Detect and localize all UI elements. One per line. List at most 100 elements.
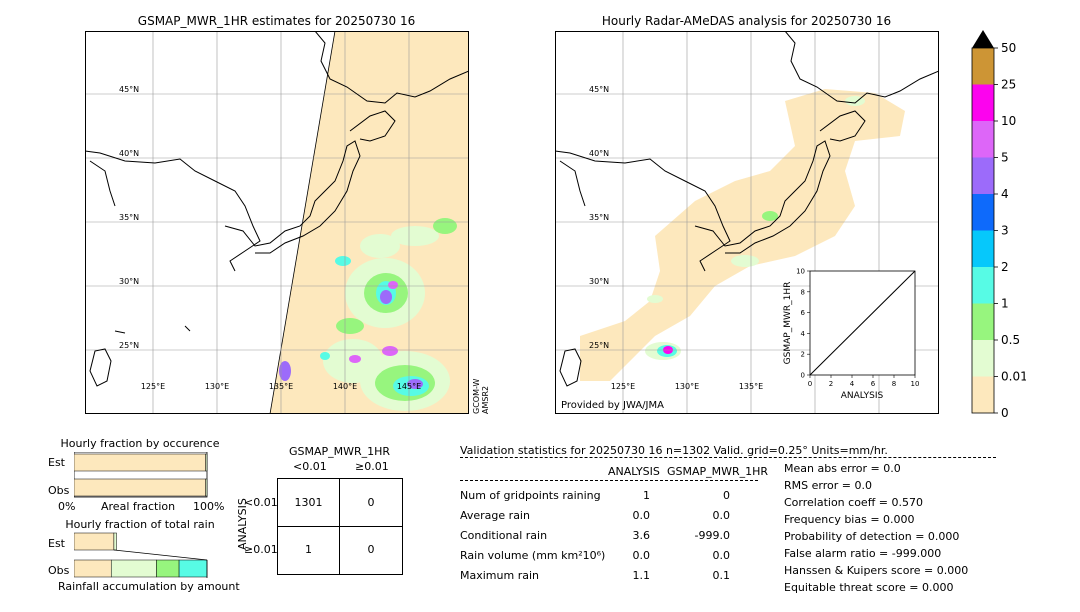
svg-text:GCOM-W: GCOM-W xyxy=(472,378,481,414)
x-tick-label: 8 xyxy=(892,380,896,388)
colorbar-cell xyxy=(972,303,994,340)
stat-analysis: 0.0 xyxy=(632,549,651,562)
inset-xlabel: ANALYSIS xyxy=(841,391,884,401)
map-frame xyxy=(85,31,469,414)
lat-labels: 45°N 40°N 35°N 30°N 25°N xyxy=(119,85,139,350)
lon-label: 125°E xyxy=(141,382,165,391)
colorbar-label: 0.5 xyxy=(1001,333,1020,347)
inset-scatter: 0 2 4 6 8 10 0 2 4 6 8 10 ANALYSIS GSMAP_MWR_1HR xyxy=(783,268,920,402)
lat-label: 40°N xyxy=(119,149,139,158)
total-rain-bar xyxy=(110,559,157,578)
x-tick-label: 0 xyxy=(808,380,812,388)
coastlines xyxy=(555,31,939,387)
lon-label: 130°E xyxy=(675,382,699,391)
occurrence-bar xyxy=(74,453,206,472)
stat-gsmap: 0.0 xyxy=(712,509,731,522)
total-rain-bar xyxy=(74,532,115,551)
cell: 1 xyxy=(305,543,312,556)
stat-gsmap: 0.1 xyxy=(712,569,731,582)
lat-label: 45°N xyxy=(119,85,139,94)
y-tick-label: 2 xyxy=(801,351,805,359)
stat-gsmap: 0.0 xyxy=(712,549,731,562)
credit-text: Provided by JWA/JMA xyxy=(561,400,664,411)
lat-label: 45°N xyxy=(589,85,609,94)
lon-label: 135°E xyxy=(739,382,763,391)
lon-label: 140°E xyxy=(333,382,357,391)
colorbar-label: 0.01 xyxy=(1001,370,1026,384)
lat-label: 25°N xyxy=(589,341,609,350)
stat-analysis: 1.1 xyxy=(632,569,651,582)
one-to-one-line xyxy=(809,270,916,376)
lon-labels: 125°E 130°E 135°E xyxy=(611,382,763,391)
stat-label: Maximum rain xyxy=(460,569,539,582)
row-label-obs: Obs xyxy=(48,564,70,577)
colorbar-cell xyxy=(972,267,994,304)
x-tick-label: 10 xyxy=(911,380,920,388)
y-tick-label: 10 xyxy=(796,268,805,276)
score-item: False alarm ratio = -999.000 xyxy=(784,547,942,560)
validation-divider xyxy=(460,457,996,458)
colorbar-label: 3 xyxy=(1001,224,1009,238)
stat-analysis: 1 xyxy=(643,489,650,502)
score-item: Mean abs error = 0.0 xyxy=(784,462,901,475)
x-tick-label: 6 xyxy=(871,380,876,388)
right-map-title: Hourly Radar-AMeDAS analysis for 2025073… xyxy=(601,14,892,28)
total-rain-axis-title: Rainfall accumulation by amount xyxy=(58,580,240,593)
colorbar-label: 5 xyxy=(1001,151,1009,165)
coastlines xyxy=(85,31,469,387)
left-map: 45°N 40°N 35°N 30°N 25°N 125°E 130°E 135… xyxy=(85,31,469,414)
y-tick-label: 6 xyxy=(801,309,806,317)
cell: 0 xyxy=(367,543,375,556)
right-map: 45°N 40°N 35°N 30°N 25°N 125°E 130°E 135… xyxy=(555,31,939,414)
score-item: Correlation coeff = 0.570 xyxy=(784,496,923,509)
colorbar-label: 2 xyxy=(1001,260,1009,274)
stat-analysis: 0.0 xyxy=(632,509,651,522)
lon-labels: 125°E 130°E 135°E 140°E 145°E xyxy=(141,382,421,391)
lat-label: 30°N xyxy=(589,277,609,286)
colorbar-label: 1 xyxy=(1001,297,1009,311)
axis-areal: Areal fraction xyxy=(101,500,176,513)
colorbar-cell xyxy=(972,84,994,121)
left-map-title: GSMAP_MWR_1HR estimates for 20250730 16 xyxy=(137,14,416,28)
colorbar-extend-arrow xyxy=(972,30,994,48)
colorbar-cell xyxy=(972,340,994,377)
svg-text:AMSR2: AMSR2 xyxy=(481,386,490,414)
table-divider xyxy=(460,480,758,481)
score-item: Frequency bias = 0.000 xyxy=(784,513,915,526)
lat-label: 40°N xyxy=(589,149,609,158)
lat-label: 25°N xyxy=(119,341,139,350)
stat-gsmap: 0 xyxy=(723,489,730,502)
colorbar-cell xyxy=(972,230,994,267)
score-item: Equitable threat score = 0.000 xyxy=(784,581,954,594)
col-gsmap: GSMAP_MWR_1HR xyxy=(667,465,769,478)
sensor-label: GCOM-W AMSR2 xyxy=(472,378,490,414)
colorbar-cell xyxy=(972,48,994,85)
colorbar-label: 0 xyxy=(1001,406,1009,418)
occurrence-bar xyxy=(74,478,206,497)
colorbar: 0 0.01 0.5 1 2 3 4 5 10 25 50 xyxy=(971,30,1026,418)
col-header-lt: <0.01 xyxy=(293,460,327,473)
stat-label: Average rain xyxy=(460,509,530,522)
row-header-lt: <0.01 xyxy=(244,496,278,509)
axis-100pct: 100% xyxy=(193,500,225,513)
total-rain-bar xyxy=(156,559,180,578)
lat-label: 35°N xyxy=(589,213,609,222)
occurrence-bar xyxy=(205,478,208,497)
row-label-est: Est xyxy=(48,537,65,550)
svg-text:ANALYSIS: ANALYSIS xyxy=(236,498,249,550)
score-item: Hanssen & Kuipers score = 0.000 xyxy=(784,564,969,577)
y-tick-label: 0 xyxy=(801,372,805,380)
x-tick-label: 2 xyxy=(829,380,833,388)
contingency-table: 1301 0 1 0 xyxy=(277,478,403,575)
stat-label: Rain volume (mm km²10⁶) xyxy=(460,549,606,562)
cell: 1301 xyxy=(294,496,323,509)
colorbar-cell xyxy=(972,194,994,231)
score-item: Probability of detection = 0.000 xyxy=(784,530,960,543)
total-rain-bar xyxy=(74,559,112,578)
rain-blobs xyxy=(279,218,457,411)
coverage-area xyxy=(580,89,905,381)
contingency-row-axis: ANALYSIS xyxy=(236,498,249,550)
lon-label: 125°E xyxy=(611,382,635,391)
contingency-title: GSMAP_MWR_1HR xyxy=(288,445,391,458)
y-tick-label: 4 xyxy=(801,330,806,338)
